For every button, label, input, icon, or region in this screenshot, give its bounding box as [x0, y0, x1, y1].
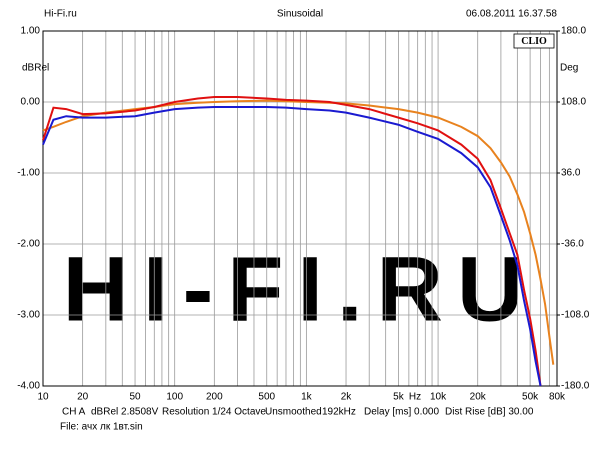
watermark: HI-FI.RU	[63, 238, 538, 340]
y2-tick-label: 108.0	[561, 97, 586, 108]
y-tick-label: 1.00	[21, 26, 41, 37]
y2-tick-label: 180.0	[561, 26, 586, 37]
x-tick-label: 500	[258, 392, 275, 403]
x-tick-label: 50	[129, 392, 141, 403]
x-tick-label: 80k	[549, 392, 566, 403]
data-line	[42, 105, 542, 387]
x-tick-label: 100	[166, 392, 183, 403]
footer-item: Dist Rise [dB] 30.00	[445, 407, 534, 418]
y-tick-label: -3.00	[17, 310, 40, 321]
y2-tick-label: -180.0	[561, 381, 590, 392]
footer-item: Delay [ms] 0.000	[364, 407, 439, 418]
x-tick-label: 200	[206, 392, 223, 403]
header-center: Sinusoidal	[277, 9, 323, 20]
x-axis-label: Hz	[409, 392, 421, 403]
footer-file: File: ачх лк 1вт.sin	[60, 422, 143, 433]
x-tick-label: 10k	[430, 392, 447, 403]
y2-tick-label: 36.0	[561, 168, 581, 179]
y-tick-label: -1.00	[17, 168, 40, 179]
y2-axis-label: Deg	[560, 63, 578, 74]
footer-item: Unsmoothed	[265, 407, 322, 418]
data-line	[42, 96, 542, 387]
x-tick-label: 2k	[341, 392, 353, 403]
y2-tick-label: -36.0	[561, 239, 584, 250]
y2-tick-label: -108.0	[561, 310, 590, 321]
y-tick-label: -2.00	[17, 239, 40, 250]
brand: CLIO	[521, 36, 547, 47]
footer-item: 192kHz	[322, 407, 356, 418]
x-tick-label: 50k	[522, 392, 539, 403]
footer-item: CH A	[62, 407, 86, 418]
x-tick-label: 5k	[393, 392, 405, 403]
x-tick-label: 20k	[470, 392, 487, 403]
x-tick-label: 20	[77, 392, 89, 403]
header-left: Hi-Fi.ru	[44, 9, 77, 20]
plot-border	[42, 30, 558, 387]
x-tick-label: 10	[37, 392, 49, 403]
y-tick-label: -4.00	[17, 381, 40, 392]
header-right: 06.08.2011 16.37.58	[466, 9, 557, 20]
x-tick-label: 1k	[301, 392, 313, 403]
footer-item: dBRel 2.8508V	[91, 407, 159, 418]
y-axis-label: dBRel	[22, 63, 49, 74]
brand-box	[513, 33, 555, 49]
y-tick-label: 0.00	[21, 97, 41, 108]
footer-item: Resolution 1/24 Octave	[162, 407, 266, 418]
